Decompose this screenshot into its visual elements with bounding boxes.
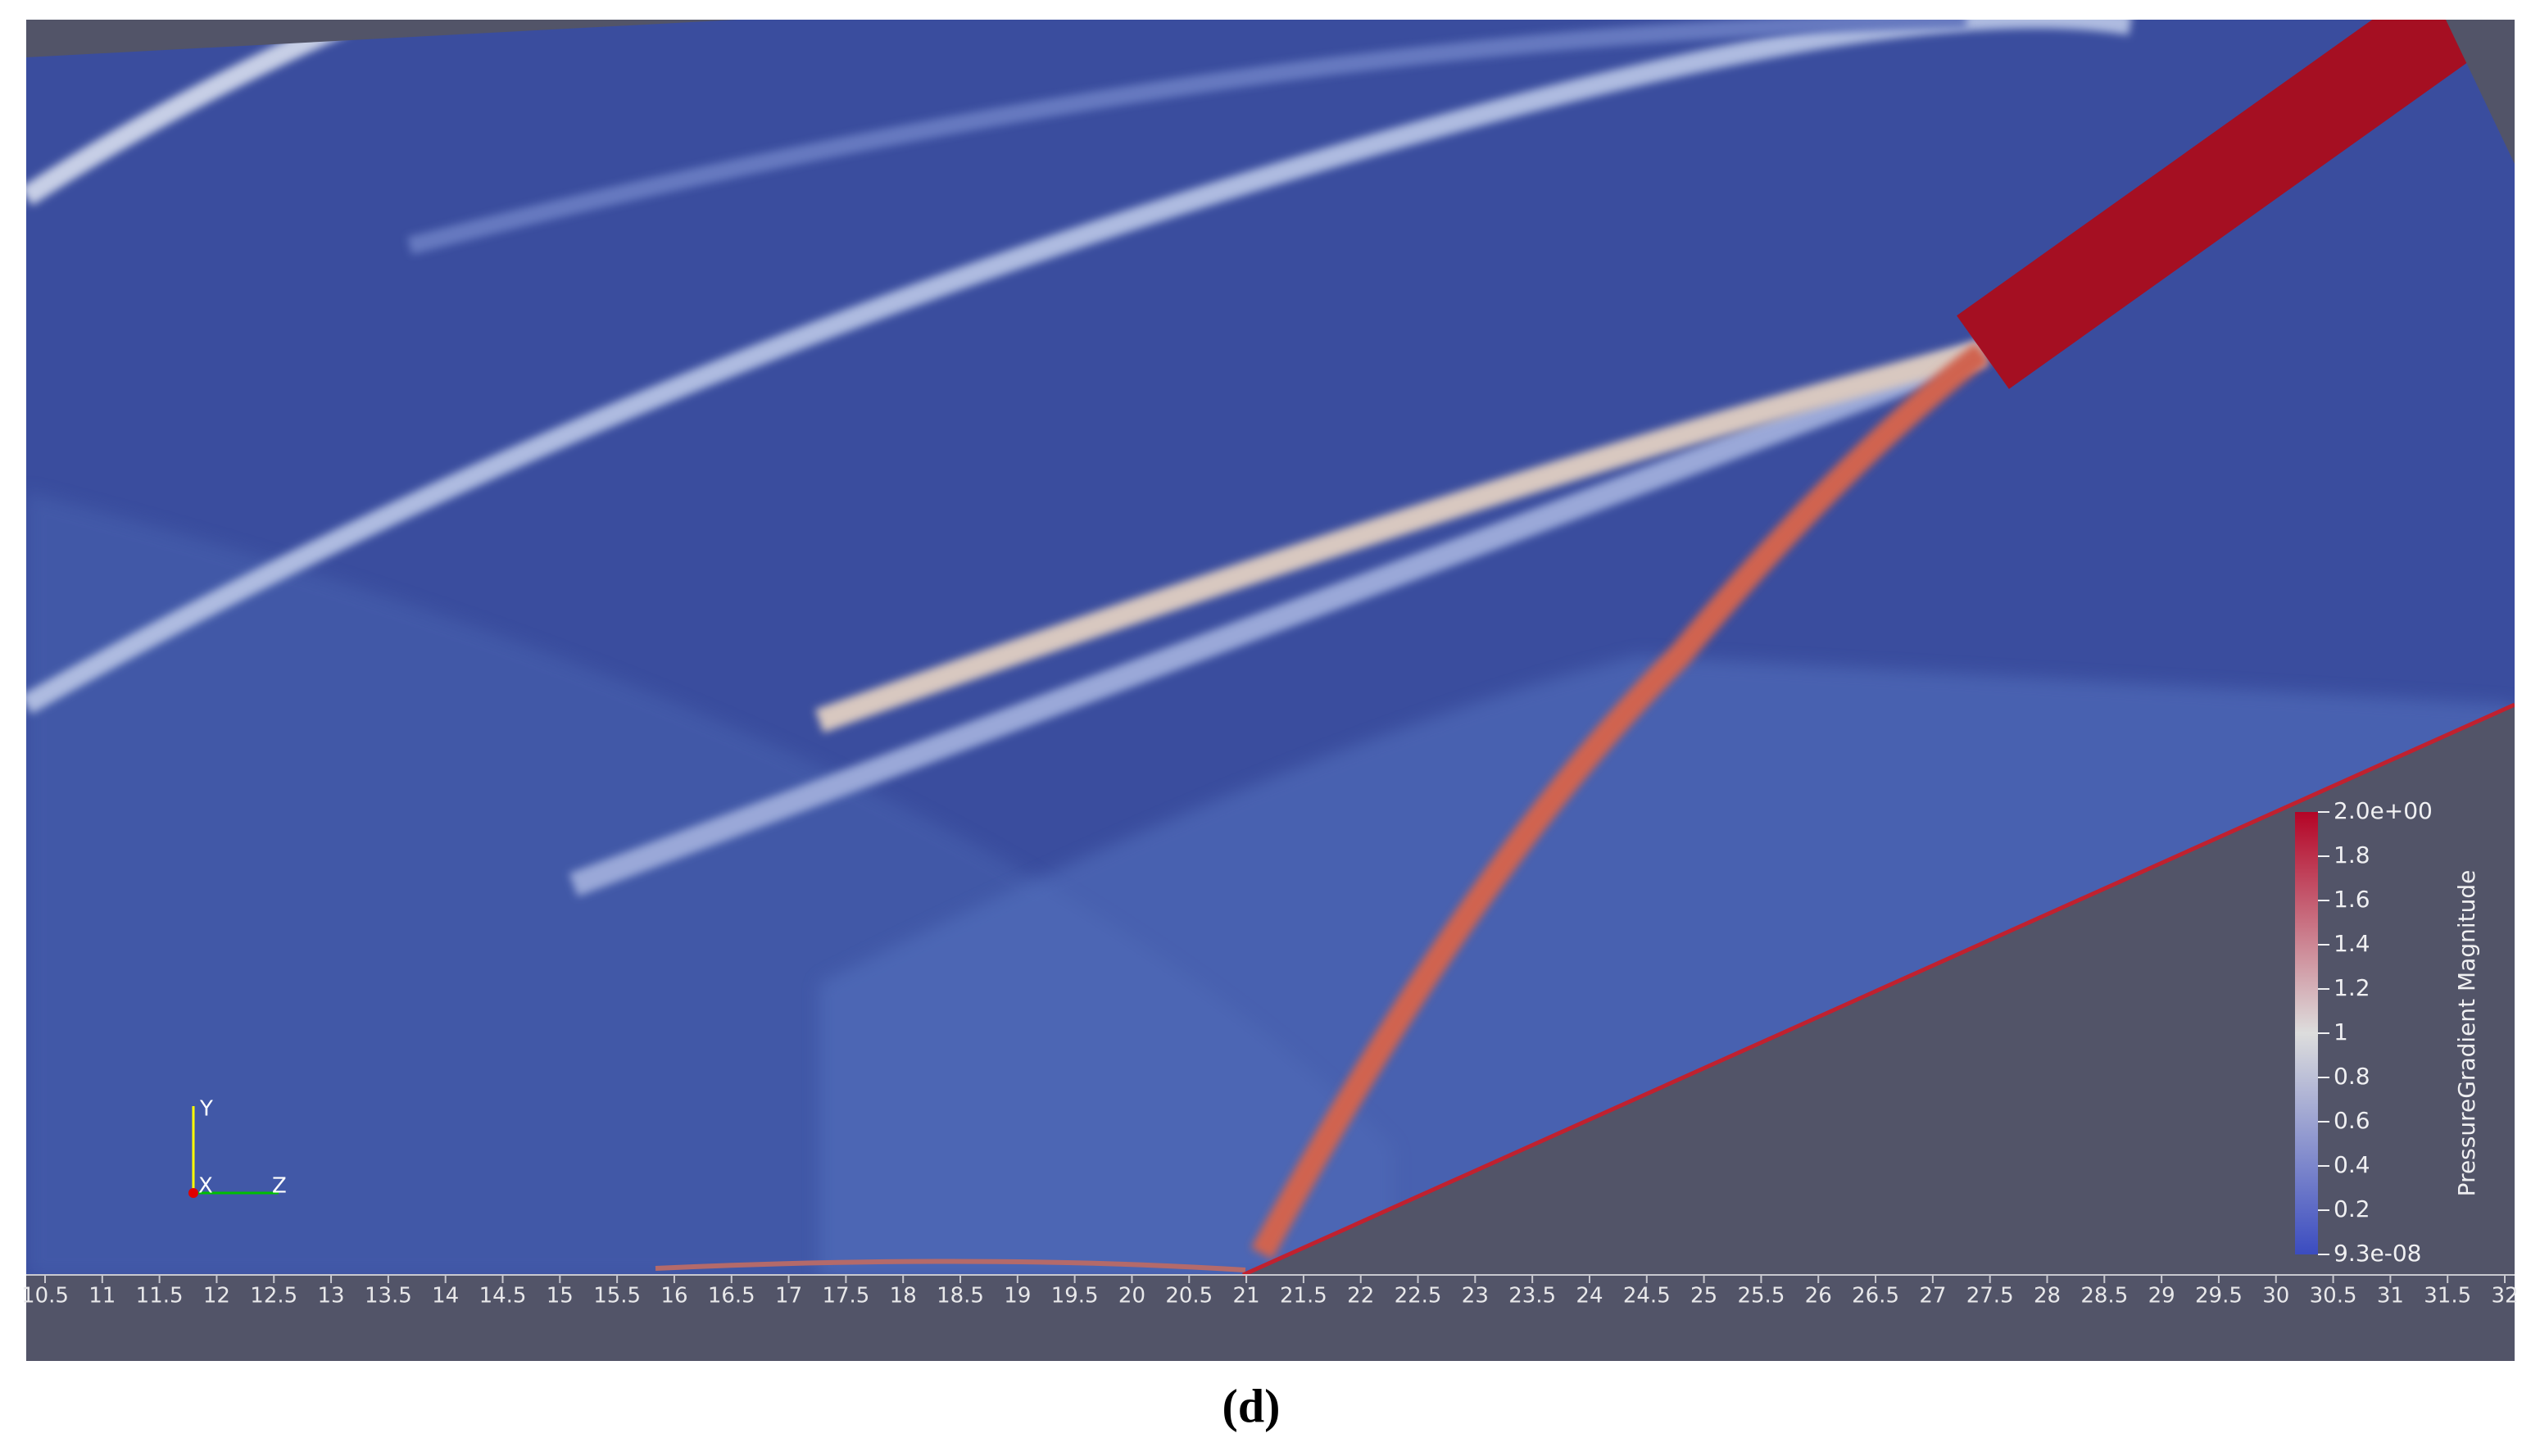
x-tick-label: 14.5 xyxy=(479,1284,527,1309)
x-tick-label: 13.5 xyxy=(365,1284,412,1309)
axes-triad: Y X Z xyxy=(188,1097,287,1199)
caption: (d) xyxy=(1222,1379,1281,1432)
x-tick-label: 24.5 xyxy=(1623,1284,1671,1309)
x-tick-label: 18 xyxy=(890,1284,917,1309)
x-tick-label: 22.5 xyxy=(1395,1284,1442,1309)
x-tick-label: 19 xyxy=(1004,1284,1031,1309)
x-tick-label: 23.5 xyxy=(1508,1284,1556,1309)
x-tick-label: 12.5 xyxy=(250,1284,297,1309)
x-tick-label: 15 xyxy=(547,1284,574,1309)
x-tick-label: 16 xyxy=(660,1284,687,1309)
x-tick-label: 21 xyxy=(1233,1284,1260,1309)
x-tick-label: 30 xyxy=(2262,1284,2289,1309)
triad-label: Z xyxy=(272,1174,287,1199)
x-tick-label: 17.5 xyxy=(822,1284,869,1309)
x-tick-label: 27 xyxy=(1919,1284,1946,1309)
x-tick-label: 18.5 xyxy=(937,1284,984,1309)
colorbar-tick-label: 1.2 xyxy=(2334,974,2370,1001)
colorbar-tick-label: 1.4 xyxy=(2334,930,2370,957)
x-tick-label: 19.5 xyxy=(1051,1284,1099,1309)
x-tick-label: 27.5 xyxy=(1966,1284,2014,1309)
colorbar-tick-label: 0.6 xyxy=(2334,1107,2370,1134)
flow-field xyxy=(26,20,2515,1361)
colorbar-tick-label: 1.6 xyxy=(2334,886,2370,913)
x-tick-label: 24 xyxy=(1576,1284,1603,1309)
x-tick-label: 29.5 xyxy=(2195,1284,2243,1309)
x-tick-label: 23 xyxy=(1462,1284,1489,1309)
x-tick-label: 11 xyxy=(88,1284,116,1309)
colorbar-tick-label: 1.8 xyxy=(2334,841,2370,869)
x-tick-label: 25 xyxy=(1690,1284,1717,1309)
x-tick-label: 29 xyxy=(2148,1284,2175,1309)
colorbar-tick-label: 0.8 xyxy=(2334,1063,2370,1090)
x-tick-label: 28 xyxy=(2034,1284,2061,1309)
x-tick-label: 30.5 xyxy=(2310,1284,2357,1309)
x-tick-label: 20 xyxy=(1118,1284,1145,1309)
x-tick-label: 20.5 xyxy=(1165,1284,1213,1309)
x-tick-label: 26 xyxy=(1805,1284,1832,1309)
x-tick-label: 10.5 xyxy=(21,1284,69,1309)
colorbar-tick-label: 0.2 xyxy=(2334,1195,2370,1222)
x-tick-label: 14 xyxy=(432,1284,459,1309)
x-tick-label: 28.5 xyxy=(2080,1284,2128,1309)
colorbar-title: PressureGradient Magnitude xyxy=(2453,870,2480,1197)
colorbar-tick-label: 2.0e+00 xyxy=(2334,797,2433,824)
x-tick-label: 16.5 xyxy=(708,1284,755,1309)
colorbar-tick-label: 1 xyxy=(2334,1018,2348,1046)
x-tick-label: 17 xyxy=(775,1284,802,1309)
triad-label: X xyxy=(198,1174,213,1199)
triad-label: Y xyxy=(199,1097,213,1122)
x-tick-label: 22 xyxy=(1347,1284,1374,1309)
x-tick-label: 31 xyxy=(2377,1284,2404,1309)
x-tick-label: 12 xyxy=(203,1284,230,1309)
colorbar-tick-label: 0.4 xyxy=(2334,1151,2370,1178)
x-tick-label: 13 xyxy=(318,1284,345,1309)
x-tick-label: 11.5 xyxy=(136,1284,184,1309)
colorbar-tick-label: 9.3e-08 xyxy=(2334,1240,2422,1267)
x-tick-label: 25.5 xyxy=(1737,1284,1785,1309)
x-tick-label: 15.5 xyxy=(593,1284,641,1309)
colorbar xyxy=(2295,812,2318,1254)
x-tick-label: 32 xyxy=(2491,1284,2518,1309)
x-tick-label: 31.5 xyxy=(2424,1284,2471,1309)
x-tick-label: 21.5 xyxy=(1280,1284,1327,1309)
x-tick-label: 26.5 xyxy=(1852,1284,1899,1309)
